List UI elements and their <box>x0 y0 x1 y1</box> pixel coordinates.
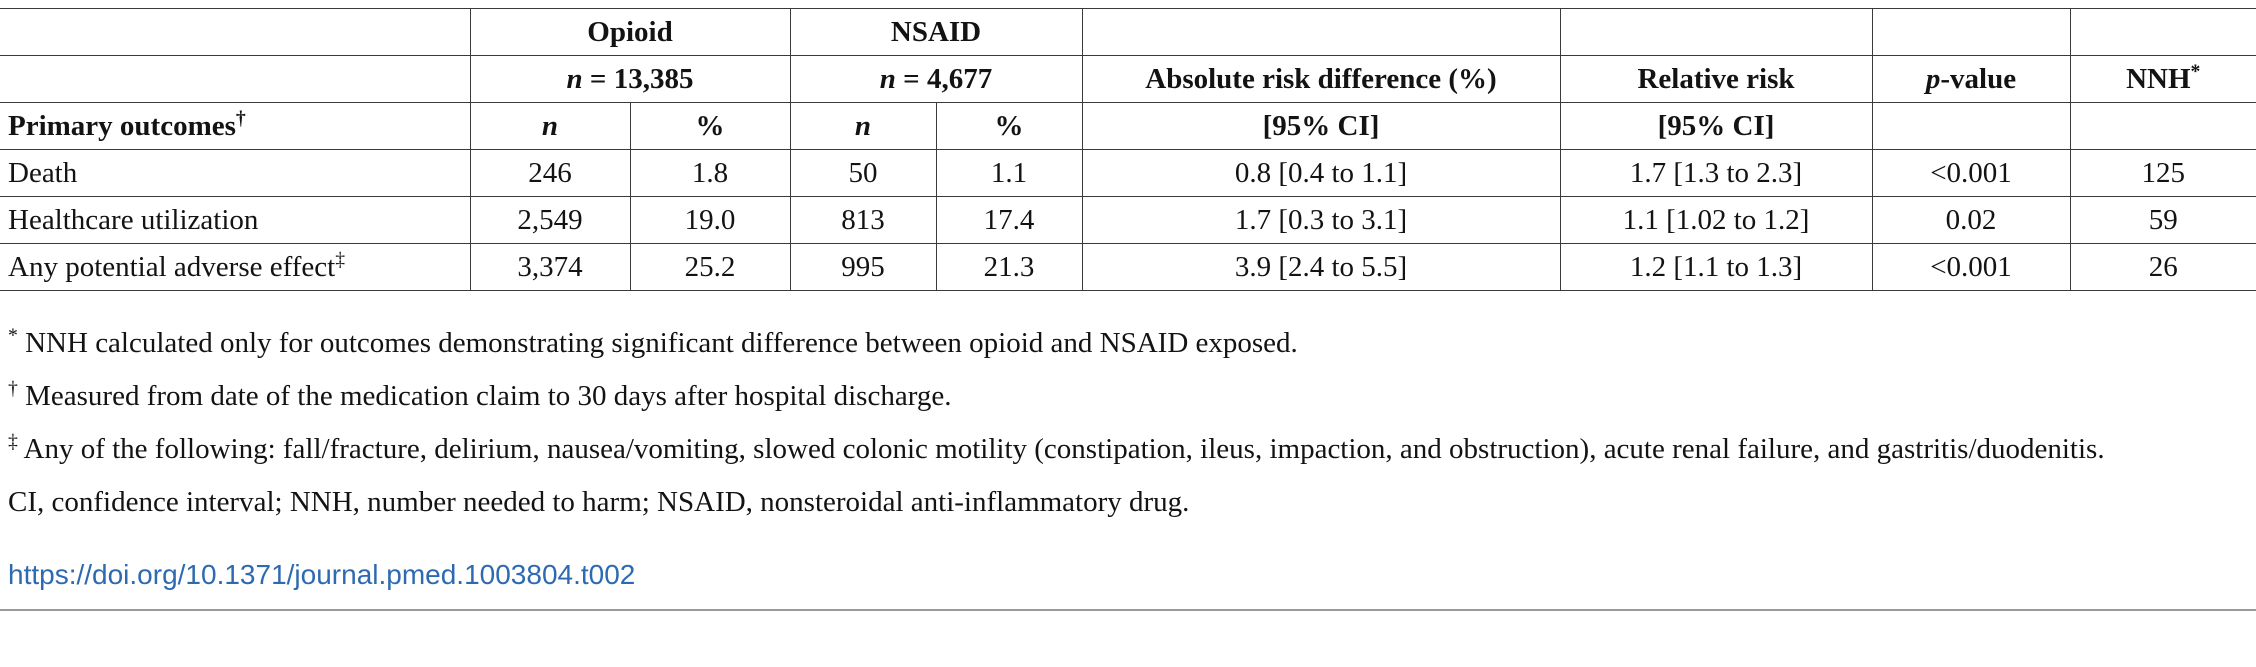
header-row-counts: n = 13,385 n = 4,677 Absolute risk diffe… <box>0 55 2256 103</box>
ard-column-header: Absolute risk difference (%) <box>1081 55 1561 103</box>
cell-rr: 1.1 [1.02 to 1.2] <box>1559 196 1873 244</box>
nsaid-group-header: NSAID <box>789 8 1083 56</box>
footnote-text: CI, confidence interval; NNH, number nee… <box>8 486 1190 519</box>
doi-link[interactable]: https://doi.org/10.1371/journal.pmed.100… <box>8 559 636 591</box>
nsaid-pct-subheader: % <box>935 102 1083 150</box>
footnote-text: Any of the following: fall/fracture, del… <box>23 433 2105 466</box>
nsaid-n-value: = 4,677 <box>895 62 993 95</box>
cell-pvalue: <0.001 <box>1871 149 2071 197</box>
outcome-label: Healthcare utilization <box>8 203 259 236</box>
outcome-label: Death <box>8 156 78 189</box>
cell-nsaid-pct: 1.1 <box>935 149 1083 197</box>
cell-nnh: 26 <box>2069 243 2256 291</box>
nnh-footnote-marker: * <box>2190 59 2201 82</box>
footnote-text: NNH calculated only for outcomes demonst… <box>25 327 1298 359</box>
cell-opioid-n: 3,374 <box>469 243 631 291</box>
cell-nnh: 59 <box>2069 196 2256 244</box>
empty-cell <box>0 8 471 56</box>
cell-nsaid-n: 813 <box>789 196 937 244</box>
rr-column-header: Relative risk <box>1559 55 1873 103</box>
cell-opioid-pct: 1.8 <box>629 149 791 197</box>
cell-ard: 0.8 [0.4 to 1.1] <box>1081 149 1561 197</box>
footnote-nnh: * NNH calculated only for outcomes demon… <box>8 321 2248 365</box>
header-row-groups: Opioid NSAID <box>0 8 2256 56</box>
footnote-adverse-effects: ‡ Any of the following: fall/fracture, d… <box>8 427 2248 471</box>
cell-nsaid-n: 50 <box>789 149 937 197</box>
outcome-label: Any potential adverse effect <box>8 250 336 283</box>
outcome-footnote-marker: ‡ <box>335 247 346 270</box>
bottom-divider <box>0 609 2256 612</box>
cell-nsaid-n: 995 <box>789 243 937 291</box>
footnote-marker: * <box>8 324 18 347</box>
ard-ci-subheader: [95% CI] <box>1081 102 1561 150</box>
cell-outcome: Death <box>0 149 471 197</box>
nsaid-sample-size: n = 4,677 <box>789 55 1083 103</box>
p-symbol: p <box>1925 62 1941 95</box>
cell-nsaid-pct: 17.4 <box>935 196 1083 244</box>
outcomes-table: Opioid NSAID n = 13,385 n = 4,677 Absolu… <box>0 8 2256 291</box>
rr-ci-subheader: [95% CI] <box>1559 102 1873 150</box>
table-figure: Opioid NSAID n = 13,385 n = 4,677 Absolu… <box>0 8 2256 612</box>
primary-outcomes-footnote-marker: † <box>235 106 246 129</box>
empty-cell <box>0 55 471 103</box>
opioid-group-header: Opioid <box>469 8 791 56</box>
cell-ard: 3.9 [2.4 to 5.5] <box>1081 243 1561 291</box>
table-row-death: Death 246 1.8 50 1.1 0.8 [0.4 to 1.1] 1.… <box>0 149 2256 197</box>
cell-outcome: Any potential adverse effect‡ <box>0 243 471 291</box>
footnote-marker: ‡ <box>8 430 18 453</box>
table-footnotes: * NNH calculated only for outcomes demon… <box>0 291 2256 524</box>
footnote-text: Measured from date of the medication cla… <box>25 380 952 413</box>
opioid-sample-size: n = 13,385 <box>469 55 791 103</box>
cell-rr: 1.7 [1.3 to 2.3] <box>1559 149 1873 197</box>
cell-nnh: 125 <box>2069 149 2256 197</box>
empty-cell <box>2069 8 2256 56</box>
cell-pvalue: 0.02 <box>1871 196 2071 244</box>
cell-opioid-n: 246 <box>469 149 631 197</box>
opioid-pct-subheader: % <box>629 102 791 150</box>
table-row-healthcare-utilization: Healthcare utilization 2,549 19.0 813 17… <box>0 196 2256 244</box>
empty-cell <box>2069 102 2256 150</box>
cell-opioid-n: 2,549 <box>469 196 631 244</box>
nnh-column-header: NNH* <box>2069 55 2256 103</box>
nsaid-n-symbol: n <box>879 62 896 95</box>
empty-cell <box>1081 8 1561 56</box>
cell-nsaid-pct: 21.3 <box>935 243 1083 291</box>
empty-cell <box>1871 102 2071 150</box>
table-row-adverse-effect: Any potential adverse effect‡ 3,374 25.2… <box>0 243 2256 291</box>
cell-pvalue: <0.001 <box>1871 243 2071 291</box>
cell-opioid-pct: 25.2 <box>629 243 791 291</box>
footnote-measurement-window: † Measured from date of the medication c… <box>8 374 2248 418</box>
empty-cell <box>1871 8 2071 56</box>
header-row-subcolumns: Primary outcomes† n % n % [95% CI] [95% … <box>0 102 2256 150</box>
opioid-n-symbol: n <box>566 62 583 95</box>
cell-ard: 1.7 [0.3 to 3.1] <box>1081 196 1561 244</box>
cell-rr: 1.2 [1.1 to 1.3] <box>1559 243 1873 291</box>
p-rest: -value <box>1940 62 2017 95</box>
cell-opioid-pct: 19.0 <box>629 196 791 244</box>
footnote-abbreviations: CI, confidence interval; NNH, number nee… <box>8 480 2248 524</box>
pvalue-column-header: p-value <box>1871 55 2071 103</box>
opioid-n-value: = 13,385 <box>582 62 694 95</box>
cell-outcome: Healthcare utilization <box>0 196 471 244</box>
nsaid-n-subheader: n <box>789 102 937 150</box>
nnh-label: NNH <box>2126 62 2191 95</box>
primary-outcomes-label: Primary outcomes <box>8 109 236 142</box>
doi-container: https://doi.org/10.1371/journal.pmed.100… <box>0 533 2256 591</box>
empty-cell <box>1559 8 1873 56</box>
footnote-marker: † <box>8 377 18 400</box>
opioid-n-subheader: n <box>469 102 631 150</box>
primary-outcomes-header: Primary outcomes† <box>0 102 471 150</box>
